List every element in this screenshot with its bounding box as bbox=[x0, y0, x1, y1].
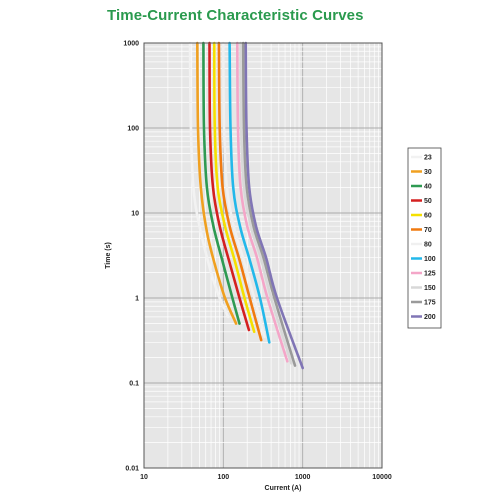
curve-60 bbox=[213, 41, 256, 334]
curve-125 bbox=[236, 41, 289, 363]
legend-label-125: 125 bbox=[424, 271, 436, 278]
y-tick-label: 10 bbox=[131, 211, 139, 218]
legend-box bbox=[407, 147, 442, 329]
series-curves bbox=[188, 41, 304, 370]
curve-80 bbox=[222, 41, 266, 339]
curve-30 bbox=[196, 41, 238, 325]
curve-50 bbox=[208, 41, 251, 332]
tick-labels: 10 100 1000 10000 1000 100 10 1 0.1 0.01 bbox=[123, 41, 391, 482]
legend-label-70: 70 bbox=[424, 227, 432, 234]
legend-label-200: 200 bbox=[424, 314, 436, 321]
legend-label-60: 60 bbox=[424, 213, 432, 220]
legend-label-40: 40 bbox=[424, 184, 432, 191]
curve-23 bbox=[188, 41, 230, 319]
chart-title: Time-Current Characteristic Curves bbox=[107, 7, 364, 24]
x-tick-label: 10000 bbox=[372, 474, 392, 481]
legend-label-30: 30 bbox=[424, 169, 432, 176]
legend-label-80: 80 bbox=[424, 242, 432, 249]
curve-70 bbox=[217, 41, 263, 342]
y-tick-label: 0.01 bbox=[125, 466, 139, 473]
x-tick-label: 1000 bbox=[295, 474, 311, 481]
y-tick-label: 1000 bbox=[123, 41, 139, 48]
legend-label-175: 175 bbox=[424, 300, 436, 307]
legend-label-50: 50 bbox=[424, 198, 432, 205]
curve-100 bbox=[228, 41, 271, 344]
y-tick-label: 100 bbox=[127, 126, 139, 133]
curve-40 bbox=[202, 41, 241, 325]
curve-150 bbox=[239, 41, 293, 365]
x-axis-label: Current (A) bbox=[265, 485, 302, 492]
curve-175 bbox=[241, 41, 297, 367]
curve-200 bbox=[244, 41, 304, 370]
legend: 23 30 40 50 60 70 80 100 125 150 175 200 bbox=[407, 147, 442, 329]
x-tick-label: 10 bbox=[140, 474, 148, 481]
legend-label-100: 100 bbox=[424, 256, 436, 263]
legend-label-23: 23 bbox=[424, 155, 432, 162]
y-tick-label: 0.1 bbox=[129, 381, 139, 388]
legend-label-150: 150 bbox=[424, 285, 436, 292]
y-axis-label: Time (s) bbox=[105, 242, 112, 269]
y-tick-label: 1 bbox=[135, 296, 139, 303]
x-tick-label: 100 bbox=[217, 474, 229, 481]
plot-border bbox=[143, 42, 383, 469]
